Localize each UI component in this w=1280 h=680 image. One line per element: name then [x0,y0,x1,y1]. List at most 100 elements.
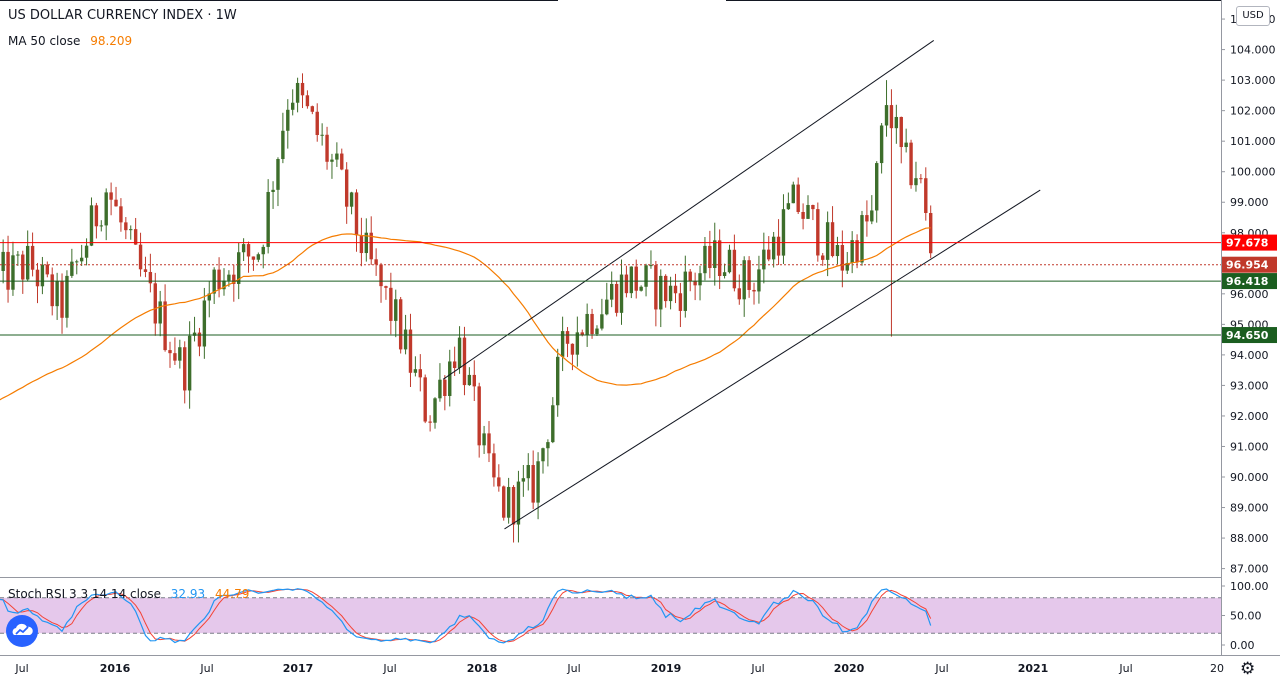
time-tick-label: Jul [934,662,948,675]
candle-body [771,236,776,260]
candle-body [811,205,815,210]
candle-body [70,261,74,276]
tradingview-logo[interactable] [6,615,38,647]
candle-body [207,293,211,301]
candle-body [379,264,383,287]
candle-body [276,159,280,190]
candle-body [516,481,521,525]
channel-trendline[interactable] [504,189,1041,530]
candle-body [241,244,246,253]
price-tick-label: 100.000 [1230,166,1276,179]
candle-body [781,209,786,256]
time-tick-label: 2018 [467,662,498,675]
chart-title: US DOLLAR CURRENCY INDEX · 1W [8,8,237,23]
candle-body [119,206,123,223]
currency-button[interactable]: USD [1236,6,1270,26]
candle-body [11,255,15,290]
candle-body [875,163,879,211]
candle-body [683,271,688,311]
candle-body [173,353,177,361]
candle-body [384,286,388,288]
candle-body [860,215,864,263]
candle-body [305,95,310,107]
candle-body [928,213,933,254]
candle-body [212,269,216,294]
candle-body [143,269,148,272]
candle-body [796,184,800,212]
stoch-k-line [0,588,932,644]
candle-body [320,134,324,136]
candle-body [227,274,231,281]
candle-body [428,421,432,423]
candle-body [99,225,103,227]
candle-body [84,245,89,258]
candle-body [40,264,45,287]
time-tick-label: Jul [199,662,213,675]
ma-label: MA 50 close [8,34,81,48]
ma-legend: MA 50 close 98.209 [8,34,132,48]
candle-body [457,337,462,368]
settings-gear-icon[interactable]: ⚙ [1240,659,1256,679]
candle-body [644,265,648,287]
candle-body [60,281,64,318]
candle-body [340,153,344,170]
candle-body [590,313,594,335]
candle-body [21,254,25,280]
candle-body [526,465,530,479]
candle-body [300,82,305,96]
candle-body [104,192,108,226]
candle-body [403,329,408,350]
candle-body [330,159,334,162]
candle-body [423,377,427,422]
price-level-label-box [1222,327,1277,344]
candle-body [35,269,40,287]
stoch-k-value: 32.93 [170,587,206,601]
candle-body [398,299,403,350]
candle-body [315,111,319,136]
candle-body [914,178,918,186]
price-tick-label: 99.000 [1230,196,1269,209]
candle-body [595,328,599,335]
price-tick-label: 103.000 [1230,74,1276,87]
candle-body [197,332,202,347]
candle-body [25,245,30,280]
candle-body [418,369,422,378]
candle-body [717,240,722,276]
candle-body [649,265,653,267]
time-tick-label: Jul [566,662,580,675]
candle-body [605,299,609,315]
osc-tick-label: 0.00 [1230,639,1255,652]
price-level-label-box [1222,256,1277,273]
candle-body [609,283,614,300]
price-tick-label: 92.000 [1230,410,1269,423]
candle-body [109,192,113,200]
candle-body [114,199,118,207]
candle-body [806,205,810,219]
candle-body [168,350,172,354]
candle-body [511,486,516,525]
time-tick-label: Jul [1118,662,1132,675]
candle-body [75,261,79,263]
candle-body [506,486,511,518]
candle-body [830,222,835,257]
candle-body [556,356,560,406]
price-tick-label: 91.000 [1230,440,1269,453]
candle-body [433,398,437,423]
candle-body [713,240,717,268]
candle-body [688,271,692,282]
candle-body [163,301,167,351]
candle-body [678,293,683,311]
channel-trendline[interactable] [442,40,935,380]
candle-body [634,266,638,291]
candle-body [546,442,550,449]
candle-body [232,274,236,284]
candle-body [354,192,359,236]
candle-body [580,332,584,335]
candle-body [551,405,555,443]
candle-body [89,205,94,246]
candle-body [889,105,894,129]
candle-body [894,116,899,129]
candle-body [45,264,50,275]
